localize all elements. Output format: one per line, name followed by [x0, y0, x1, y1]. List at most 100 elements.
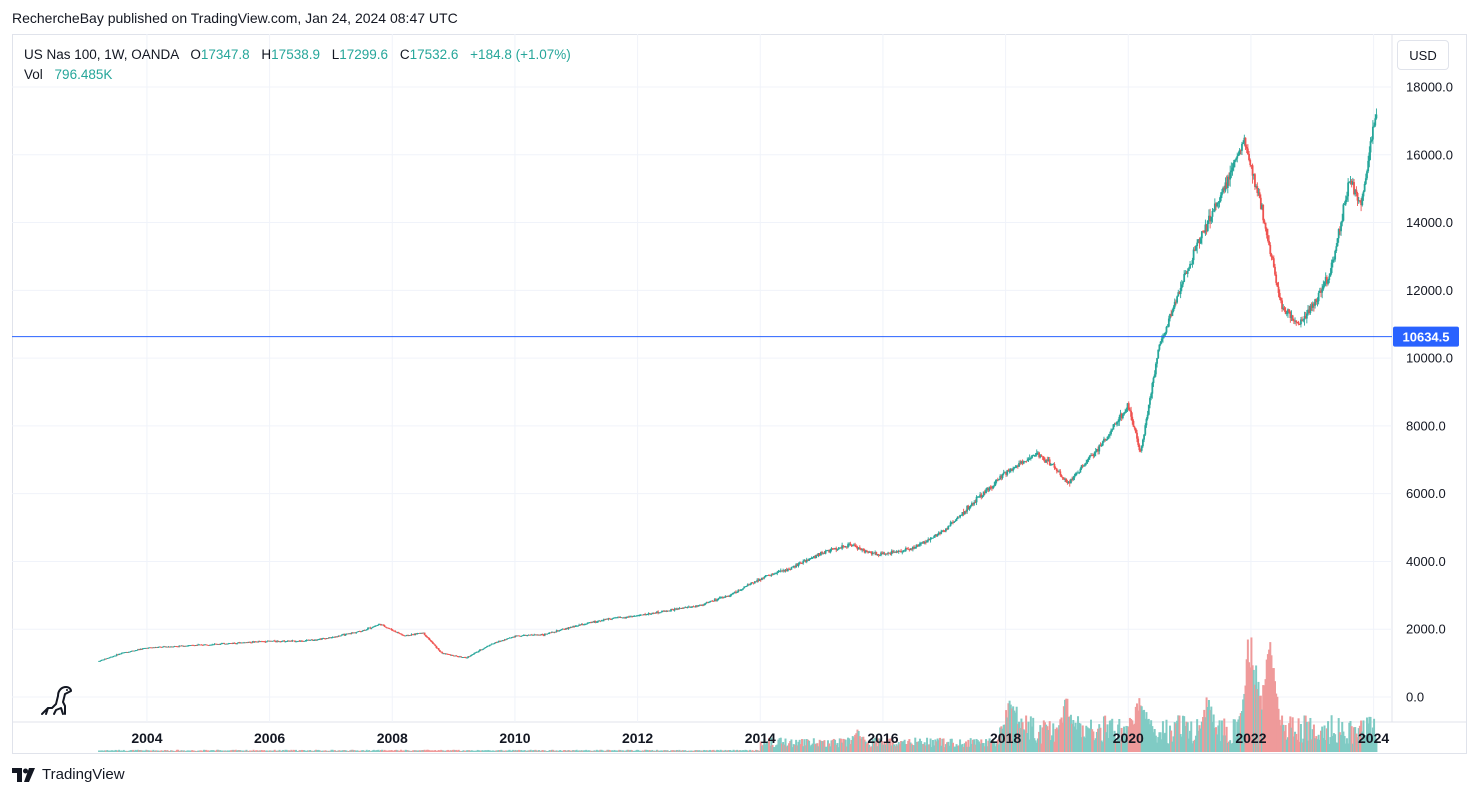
symbol-label[interactable]: US Nas 100, 1W, OANDA [24, 47, 179, 62]
volume-bar [185, 750, 188, 752]
volume-bar [1353, 727, 1356, 752]
candle-body [1112, 424, 1115, 430]
candle-body [330, 637, 333, 639]
candle-body [1100, 445, 1103, 447]
volume-bar [725, 750, 728, 752]
candle-body [669, 610, 671, 612]
volume-bar [1074, 722, 1077, 752]
volume-bar [119, 750, 122, 752]
volume-bar [699, 750, 702, 752]
candle-body [796, 564, 799, 567]
candle-body [698, 605, 701, 606]
footer-brand[interactable]: TradingView [42, 766, 125, 783]
candle-body [122, 652, 125, 654]
chart-canvas[interactable]: 10634.5 18000.016000.014000.012000.01000… [12, 34, 1467, 754]
volume-bar [690, 750, 693, 752]
candle-body [503, 639, 506, 641]
candle-body [205, 644, 208, 646]
candle-body [352, 632, 355, 634]
candle-body [389, 628, 392, 630]
volume-bar [424, 750, 427, 752]
candle-body [200, 644, 203, 646]
candle-body [783, 570, 786, 572]
volume-bar [718, 750, 721, 752]
candle-body [395, 631, 398, 633]
candle-body [335, 636, 338, 638]
candle-body [209, 644, 211, 646]
candle-body [132, 650, 135, 652]
volume-bar [1121, 733, 1124, 752]
candle-body [1305, 313, 1308, 319]
candle-body [635, 615, 638, 617]
volume-bar [685, 750, 688, 752]
currency-button[interactable]: USD [1397, 40, 1449, 70]
candle-body [1287, 309, 1289, 314]
volume-bar [1062, 706, 1065, 752]
candle-body [462, 657, 465, 658]
candle-body [114, 655, 117, 657]
volume-bar [980, 739, 983, 752]
volume-bar [233, 750, 236, 752]
volume-bar [303, 750, 306, 752]
volume-bar [936, 738, 939, 752]
volume-bar [1271, 668, 1274, 752]
volume-bar [259, 750, 262, 752]
volume-bar [727, 750, 730, 752]
volume-bar [692, 750, 695, 752]
candle-body [1173, 301, 1176, 308]
volume-bar [1018, 721, 1021, 752]
candle-body [539, 634, 542, 636]
volume-bar [688, 750, 691, 752]
volume-bar [955, 744, 958, 752]
candle-body [933, 536, 936, 538]
candle-body [1039, 455, 1042, 458]
candle-body [174, 646, 177, 647]
volume-bar [148, 750, 151, 752]
volume-bar [1029, 716, 1032, 752]
volume-bar [1138, 698, 1141, 752]
volume-bar [753, 750, 756, 752]
volume-bar [231, 749, 234, 752]
candle-body [257, 641, 260, 643]
candle-body [446, 653, 448, 655]
volume-bar [305, 750, 308, 752]
candle-body [163, 646, 165, 648]
volume-bar [837, 747, 840, 752]
candle-body [1015, 465, 1018, 467]
volume-bar [509, 750, 512, 752]
candle-body [312, 640, 315, 641]
candle-body [926, 540, 928, 543]
candle-body [1162, 335, 1164, 339]
candle-body [1005, 471, 1007, 475]
volume-bar [1144, 718, 1147, 752]
candle-body [979, 494, 982, 497]
candle-body [1359, 200, 1361, 202]
candle-body [1054, 467, 1057, 469]
candle-body [192, 645, 195, 646]
volume-bar [576, 750, 579, 752]
volume-bar [1215, 727, 1218, 752]
candle-body [107, 657, 110, 659]
candle-body [350, 632, 353, 634]
volume-bar [993, 741, 996, 752]
candle-body [785, 569, 788, 572]
volume-bar [864, 741, 867, 752]
candle-body [732, 593, 735, 594]
volume-bar [271, 750, 274, 752]
candle-body [749, 584, 752, 586]
candle-body [815, 555, 818, 559]
volume-bar [1013, 710, 1016, 752]
volume-bar [312, 751, 315, 752]
candle-body [686, 606, 689, 609]
candle-body [1094, 451, 1097, 453]
candle-body [1034, 454, 1037, 456]
volume-bar [1100, 740, 1103, 752]
candle-body [639, 614, 642, 616]
candle-body [886, 553, 888, 555]
volume-bar [796, 745, 799, 752]
candle-body [756, 579, 759, 582]
volume-bar [427, 749, 430, 752]
volume-bar [1174, 723, 1177, 752]
volume-bar [462, 750, 465, 752]
volume-bar [399, 749, 402, 752]
